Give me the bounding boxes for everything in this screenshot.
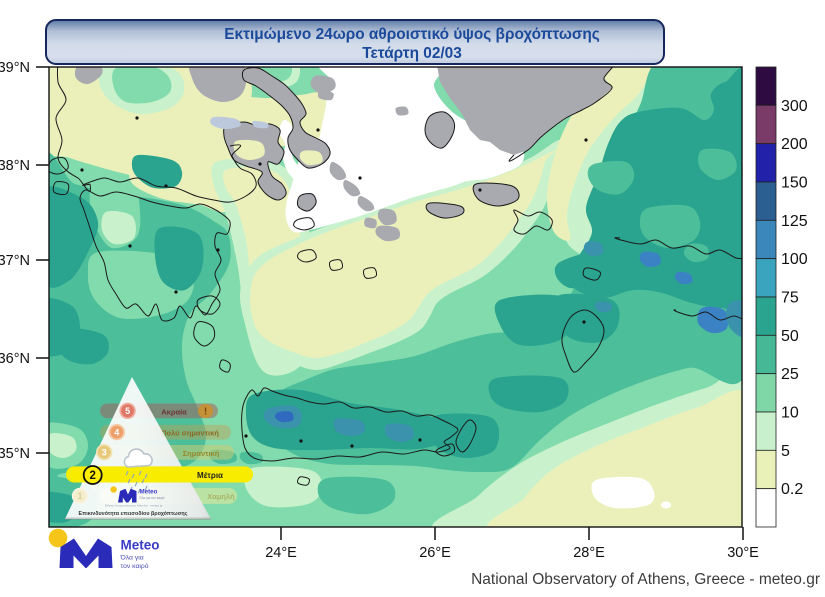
- svg-text:125: 125: [781, 213, 808, 230]
- svg-text:National Observatory of Athens: National Observatory of Athens, Greece -…: [471, 571, 820, 588]
- svg-text:100: 100: [781, 251, 808, 268]
- svg-text:28°E: 28°E: [573, 545, 605, 561]
- svg-text:37°N: 37°N: [0, 253, 30, 269]
- svg-text:4: 4: [114, 427, 119, 437]
- svg-text:1: 1: [77, 491, 82, 501]
- svg-text:5: 5: [125, 406, 130, 416]
- svg-text:Σημαντική: Σημαντική: [183, 449, 220, 458]
- svg-text:30°E: 30°E: [727, 545, 759, 561]
- svg-text:200: 200: [781, 136, 808, 153]
- svg-text:26°E: 26°E: [419, 545, 451, 561]
- svg-text:35°N: 35°N: [0, 446, 30, 462]
- svg-text:Τετάρτη 02/03: Τετάρτη 02/03: [362, 45, 462, 62]
- svg-text:25: 25: [781, 366, 799, 383]
- svg-text:Εθνικό Αστεροσκοπείο Αθηνών -: Εθνικό Αστεροσκοπείο Αθηνών - meteo.gr: [105, 503, 163, 507]
- svg-text:Meteo: Meteo: [121, 538, 160, 553]
- svg-text:50: 50: [781, 328, 799, 345]
- svg-text:Όλα για τον καιρό: Όλα για τον καιρό: [139, 496, 165, 500]
- svg-text:300: 300: [781, 98, 808, 115]
- svg-text:Χαμηλή: Χαμηλή: [207, 492, 235, 501]
- svg-text:75: 75: [781, 290, 799, 307]
- svg-text:24°E: 24°E: [265, 545, 297, 561]
- svg-text:0.2: 0.2: [781, 481, 803, 498]
- svg-text:5: 5: [781, 443, 790, 460]
- svg-text:10: 10: [781, 405, 799, 422]
- svg-text:2: 2: [89, 470, 95, 482]
- svg-text:Εκτιμώμενο 24ωρο αθροιστικό ύψ: Εκτιμώμενο 24ωρο αθροιστικό ύψος βροχόπτ…: [224, 26, 600, 43]
- svg-text:Επικινδυνότητα επεισοδίου βροχ: Επικινδυνότητα επεισοδίου βροχόπτωσης: [79, 511, 188, 517]
- svg-text:Πολύ σημαντική: Πολύ σημαντική: [161, 429, 219, 438]
- svg-text:3: 3: [102, 447, 107, 457]
- svg-text:!: !: [204, 407, 207, 418]
- svg-text:39°N: 39°N: [0, 60, 30, 76]
- svg-text:38°N: 38°N: [0, 158, 30, 174]
- svg-text:τον καιρό: τον καιρό: [121, 562, 149, 570]
- svg-text:150: 150: [781, 175, 808, 192]
- svg-text:36°N: 36°N: [0, 351, 30, 367]
- svg-text:Μέτρια: Μέτρια: [197, 471, 223, 480]
- svg-text:Όλα για: Όλα για: [120, 555, 144, 562]
- svg-text:Meteo: Meteo: [140, 489, 158, 496]
- svg-text:Ακραία: Ακραία: [161, 408, 187, 417]
